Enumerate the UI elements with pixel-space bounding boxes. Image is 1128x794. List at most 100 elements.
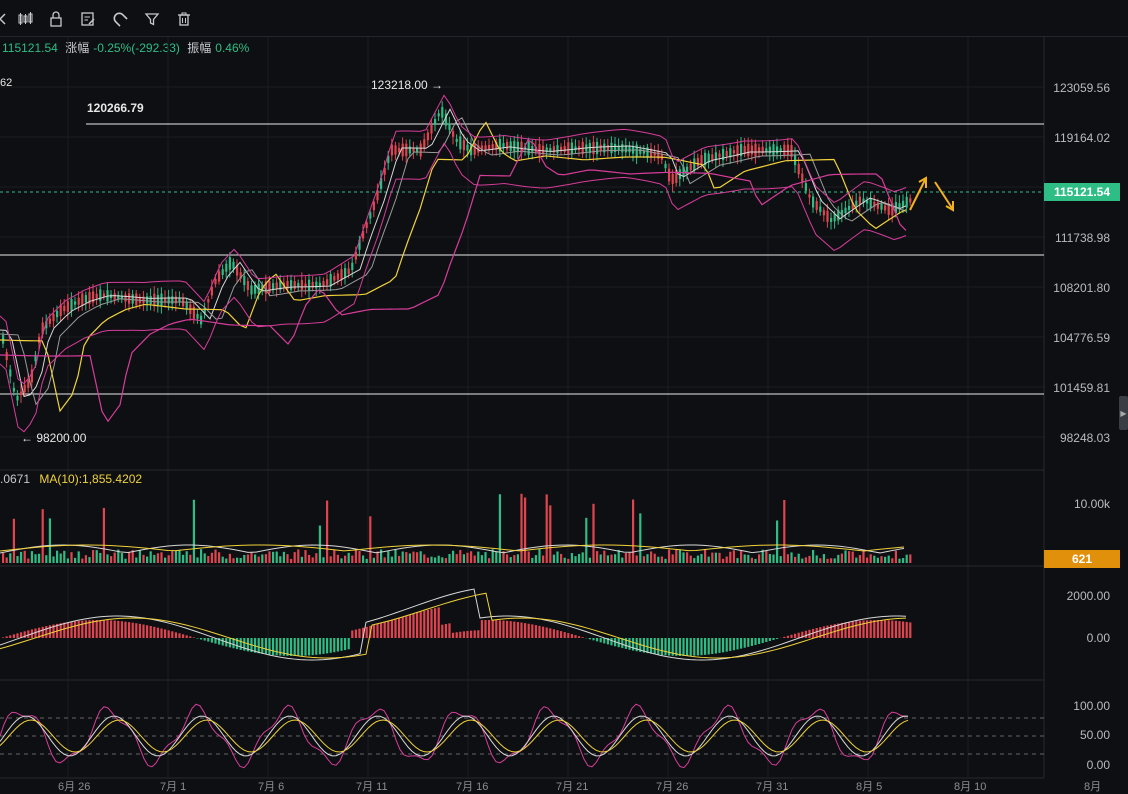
volume-bar <box>549 505 551 563</box>
candle-body <box>276 282 278 289</box>
volume-bar <box>776 520 778 563</box>
volume-bar <box>459 550 461 563</box>
chart-canvas[interactable] <box>0 37 1128 788</box>
volume-bar <box>38 554 40 563</box>
candle-body <box>157 295 159 305</box>
macd-bar <box>740 638 742 649</box>
volume-bar <box>542 556 544 563</box>
macd-bar <box>6 636 8 638</box>
volume-bar <box>164 558 166 563</box>
candle-body <box>448 124 450 130</box>
volume-bar <box>524 498 526 563</box>
candle-body <box>294 281 296 289</box>
volume-bar <box>272 552 274 563</box>
volume-bar <box>409 553 411 563</box>
volume-bar <box>6 557 8 563</box>
macd-bar <box>708 638 710 654</box>
volume-bar <box>441 557 443 563</box>
macd-bar <box>394 619 396 638</box>
macd-bar <box>308 638 310 655</box>
candle-body <box>85 295 87 302</box>
macd-bar <box>81 621 83 638</box>
volume-bar <box>546 494 548 563</box>
candle-body <box>848 206 850 210</box>
macd-bar <box>103 620 105 638</box>
candle-body <box>484 145 486 150</box>
volume-bar <box>693 558 695 563</box>
candle-body <box>816 201 818 210</box>
volume-bar <box>348 553 350 563</box>
macd-bar <box>726 638 728 652</box>
candle-body <box>808 194 810 197</box>
macd-bar <box>888 620 890 638</box>
macd-bar <box>772 638 774 640</box>
volume-bar <box>20 552 22 563</box>
volume-bar <box>690 556 692 563</box>
macd-bar <box>466 631 468 638</box>
volume-bar <box>610 555 612 563</box>
volume-bar <box>175 551 177 563</box>
volume-bar <box>301 557 303 563</box>
volume-bar <box>873 556 875 563</box>
macd-tick: 0.00 <box>1087 631 1110 645</box>
volume-bar <box>186 551 188 563</box>
candlestick-icon[interactable] <box>16 10 34 28</box>
lock-icon[interactable] <box>47 10 65 28</box>
volume-bar <box>196 557 198 563</box>
macd-bar <box>261 638 263 654</box>
macd-bar <box>826 626 828 638</box>
edit-note-icon[interactable] <box>79 10 97 28</box>
volume-bar <box>780 556 782 563</box>
ma-line-white <box>0 109 906 396</box>
volume-bar <box>484 552 486 563</box>
candle-body <box>196 314 198 319</box>
candle-body <box>398 148 400 152</box>
trash-icon[interactable] <box>175 10 193 28</box>
candle-body <box>52 314 54 321</box>
macd-bar <box>600 638 602 642</box>
volume-bar <box>200 549 202 563</box>
panel-collapse-handle[interactable]: ▶ <box>1119 396 1128 430</box>
volume-bar <box>182 555 184 563</box>
candle-body <box>373 202 375 210</box>
macd-bar <box>535 625 537 638</box>
volume-bar <box>13 519 15 563</box>
macd-bar <box>848 622 850 638</box>
candle-body <box>243 276 245 285</box>
candle-body <box>751 146 753 155</box>
volume-bar <box>556 551 558 563</box>
candle-body <box>513 141 515 153</box>
chevron-left-icon[interactable] <box>0 10 12 28</box>
volume-bar <box>142 555 144 563</box>
macd-bar <box>787 636 789 638</box>
magnet-icon[interactable] <box>111 10 129 28</box>
volume-bar <box>124 559 126 563</box>
macd-bar <box>776 638 778 639</box>
volume-bar <box>254 554 256 563</box>
macd-bar <box>391 620 393 638</box>
macd-bar <box>106 620 108 638</box>
candle-body <box>556 145 558 153</box>
macd-bar <box>153 627 155 638</box>
price-tick: 123059.56 <box>1053 81 1110 95</box>
macd-bar <box>556 630 558 638</box>
macd-bar <box>470 631 472 638</box>
candle-body <box>171 296 173 303</box>
volume-bar <box>99 553 101 563</box>
volume-bar <box>405 552 407 563</box>
macd-bar <box>610 638 612 645</box>
macd-bar <box>74 621 76 638</box>
filter-icon[interactable] <box>143 10 161 28</box>
volume-bar <box>168 555 170 563</box>
candle-body <box>423 139 425 148</box>
macd-bar <box>884 620 886 638</box>
volume-bar <box>276 552 278 563</box>
candle-body <box>567 142 569 154</box>
date-tick: 7月 31 <box>756 778 788 794</box>
date-tick: 8月 <box>1084 778 1101 794</box>
volume-bar <box>812 550 814 563</box>
volume-bar <box>859 555 861 563</box>
macd-bar <box>690 638 692 656</box>
candle-body <box>27 379 29 388</box>
low-annotation: ← 98200.00 <box>21 431 86 445</box>
